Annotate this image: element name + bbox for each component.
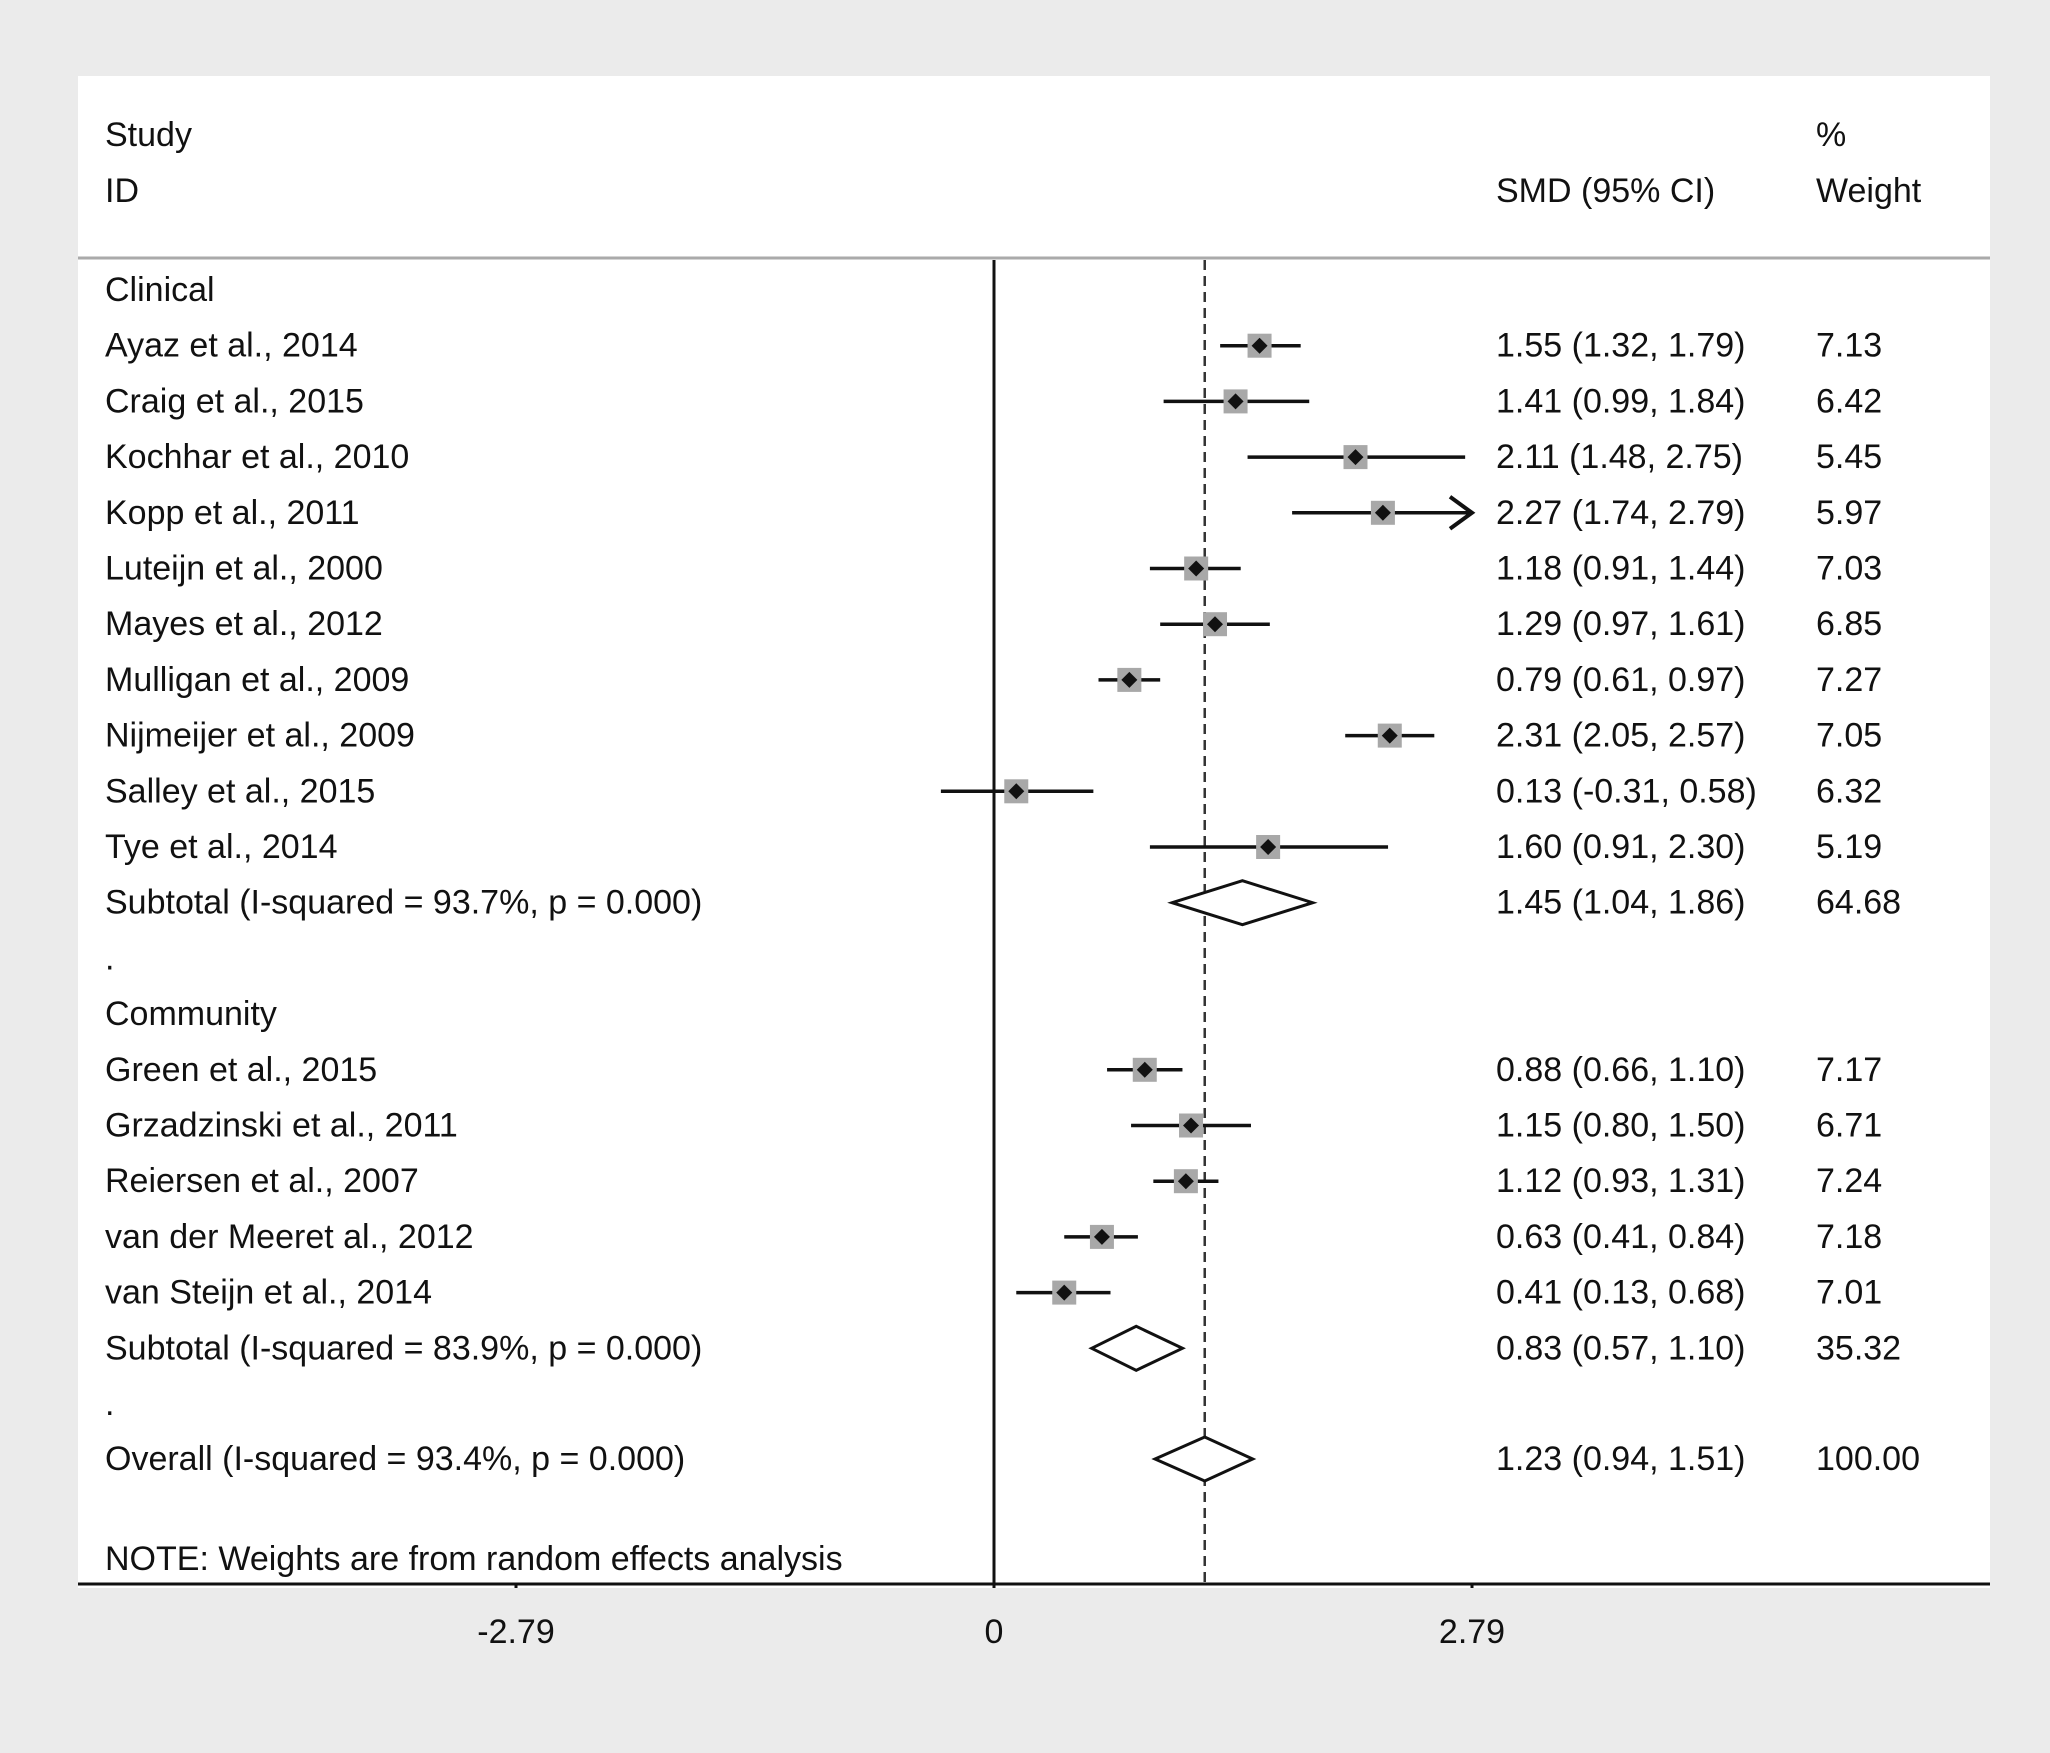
study-label: Grzadzinski et al., 2011 (105, 1107, 458, 1145)
point-estimate (1347, 449, 1364, 466)
spacer-dot: . (105, 939, 114, 977)
header-id: ID (105, 172, 139, 210)
study-ci-text: 0.41 (0.13, 0.68) (1496, 1274, 1746, 1312)
point-estimate (1136, 1061, 1153, 1078)
study-label: Ayaz et al., 2014 (105, 327, 358, 365)
forest-marks: Clinical Ayaz et al., 2014 1.55 (1.32, 1.7… (78, 260, 1990, 1588)
group-label-community: Community (105, 995, 277, 1033)
study-weight-text: 7.03 (1816, 550, 1882, 588)
point-estimate (1207, 616, 1224, 633)
header-percent: % (1816, 116, 1846, 154)
study-weight-text: 7.17 (1816, 1051, 1882, 1089)
study-label: Salley et al., 2015 (105, 772, 375, 810)
point-estimate (1121, 671, 1138, 688)
study-ci-text: 1.18 (0.91, 1.44) (1496, 550, 1746, 588)
overall-weight-text: 100.00 (1816, 1440, 1920, 1478)
study-ci-text: 1.55 (1.32, 1.79) (1496, 327, 1746, 365)
x-tick-label: 2.79 (1438, 1613, 1506, 1651)
forest-plot: Study ID SMD (95% CI) % Weight NOTE: Wei… (78, 116, 1990, 1588)
header-weight: Weight (1816, 172, 1922, 210)
subtotal-label: Subtotal (I-squared = 93.7%, p = 0.000) (105, 884, 702, 922)
header-effect-label: SMD (95% CI) (1496, 172, 1715, 210)
study-weight-text: 5.19 (1816, 828, 1882, 866)
note-text: NOTE: Weights are from random effects an… (105, 1540, 843, 1578)
point-estimate (1183, 1117, 1200, 1134)
study-label: Tye et al., 2014 (105, 828, 338, 866)
point-estimate (1260, 839, 1277, 855)
point-estimate (1227, 393, 1244, 410)
overall-diamond (1151, 1435, 1257, 1483)
study-ci-text: 0.88 (0.66, 1.10) (1496, 1051, 1746, 1089)
study-ci-text: 1.60 (0.91, 2.30) (1496, 828, 1746, 866)
study-weight-text: 5.45 (1816, 438, 1882, 476)
group-label-clinical: Clinical (105, 271, 215, 309)
study-label: van Steijn et al., 2014 (105, 1274, 432, 1312)
study-weight-text: 6.71 (1816, 1107, 1882, 1145)
study-label: Luteijn et al., 2000 (105, 550, 383, 588)
point-estimate (1381, 727, 1398, 744)
study-weight-text: 7.13 (1816, 327, 1882, 365)
subtotal-diamond (1088, 1324, 1186, 1372)
study-label: Kopp et al., 2011 (105, 494, 360, 532)
header-study: Study (105, 116, 192, 154)
study-ci-text: 2.31 (2.05, 2.57) (1496, 717, 1746, 755)
study-ci-text: 1.12 (0.93, 1.31) (1496, 1162, 1746, 1200)
point-estimate (1008, 783, 1025, 800)
study-ci-text: 1.15 (0.80, 1.50) (1496, 1107, 1746, 1145)
spacer-dot: . (105, 1385, 114, 1423)
x-tick-label: -2.79 (477, 1613, 555, 1651)
study-weight-text: 6.85 (1816, 605, 1882, 643)
study-label: Nijmeijer et al., 2009 (105, 717, 415, 755)
point-estimate (1093, 1228, 1110, 1245)
overall-ci-text: 1.23 (0.94, 1.51) (1496, 1440, 1746, 1478)
study-ci-text: 2.11 (1.48, 2.75) (1496, 438, 1743, 476)
subtotal-diamond (1167, 879, 1318, 927)
study-weight-text: 7.27 (1816, 661, 1882, 699)
study-ci-text: 0.13 (-0.31, 0.58) (1496, 772, 1757, 810)
study-weight-text: 7.05 (1816, 717, 1882, 755)
study-ci-text: 0.63 (0.41, 0.84) (1496, 1218, 1746, 1256)
x-tick-label: 0 (984, 1613, 1004, 1651)
study-weight-text: 5.97 (1816, 494, 1882, 532)
subtotal-ci-text: 1.45 (1.04, 1.86) (1496, 884, 1746, 922)
study-label: Reiersen et al., 2007 (105, 1162, 419, 1200)
overall-label: Overall (I-squared = 93.4%, p = 0.000) (105, 1440, 685, 1478)
point-estimate (1056, 1284, 1073, 1301)
point-estimate (1188, 560, 1205, 577)
study-ci-text: 1.29 (0.97, 1.61) (1496, 605, 1746, 643)
point-estimate (1374, 504, 1391, 521)
subtotal-weight-text: 35.32 (1816, 1329, 1901, 1367)
subtotal-weight-text: 64.68 (1816, 884, 1901, 922)
study-weight-text: 7.01 (1816, 1274, 1882, 1312)
study-weight-text: 6.42 (1816, 382, 1882, 420)
ci-arrow-head (1448, 495, 1476, 531)
study-label: Kochhar et al., 2010 (105, 438, 409, 476)
study-ci-text: 2.27 (1.74, 2.79) (1496, 494, 1746, 532)
study-label: Mayes et al., 2012 (105, 605, 383, 643)
subtotal-label: Subtotal (I-squared = 83.9%, p = 0.000) (105, 1329, 702, 1367)
study-ci-text: 0.79 (0.61, 0.97) (1496, 661, 1746, 699)
study-label: Green et al., 2015 (105, 1051, 377, 1089)
subtotal-ci-text: 0.83 (0.57, 1.10) (1496, 1329, 1746, 1367)
point-estimate (1251, 337, 1268, 354)
point-estimate (1177, 1173, 1194, 1190)
study-weight-text: 6.32 (1816, 772, 1882, 810)
study-label: Mulligan et al., 2009 (105, 661, 409, 699)
study-weight-text: 7.18 (1816, 1218, 1882, 1256)
study-label: van der Meeret al., 2012 (105, 1218, 474, 1256)
forest-plot-panel: Study ID SMD (95% CI) % Weight NOTE: Wei… (78, 76, 1990, 1588)
study-label: Craig et al., 2015 (105, 382, 364, 420)
study-weight-text: 7.24 (1816, 1162, 1882, 1200)
study-ci-text: 1.41 (0.99, 1.84) (1496, 382, 1746, 420)
